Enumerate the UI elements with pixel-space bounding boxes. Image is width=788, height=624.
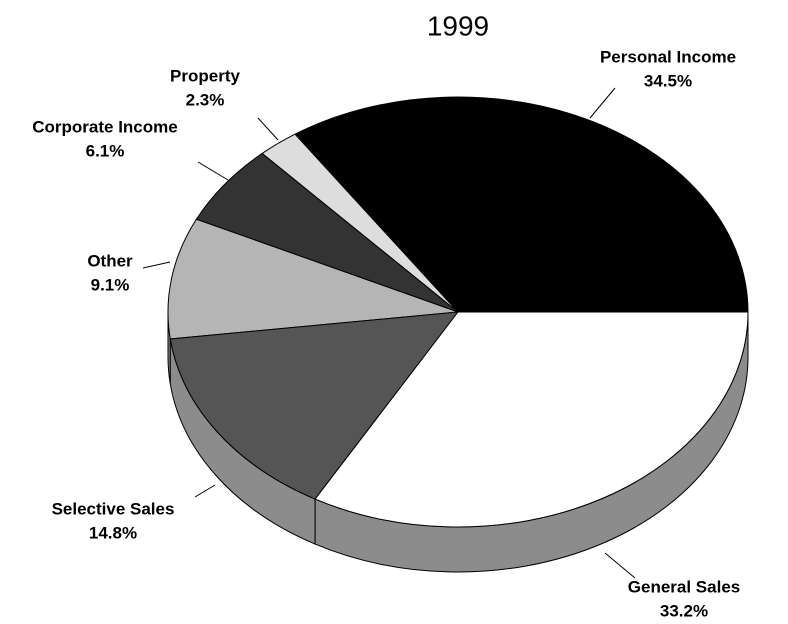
leader-line (197, 161, 229, 181)
slice-value-label: 14.8% (89, 523, 137, 542)
slice-value-label: 33.2% (660, 601, 708, 620)
slice-value-label: 34.5% (644, 71, 692, 90)
leader-line (194, 484, 216, 498)
chart-title: 1999 (427, 10, 489, 41)
slice-label: General Sales (628, 577, 740, 596)
slice-value-label: 2.3% (186, 90, 225, 109)
slice-value-label: 6.1% (86, 141, 125, 160)
slice-label: Property (170, 66, 240, 85)
leader-line (589, 87, 616, 119)
slice-label: Corporate Income (32, 117, 177, 136)
slice-value-label: 9.1% (91, 275, 130, 294)
slice-label: Personal Income (600, 47, 736, 66)
leader-line (604, 552, 636, 579)
pie-slice (314, 311, 749, 528)
slice-label: Selective Sales (52, 499, 175, 518)
pie-slice (294, 96, 749, 313)
leader-line (142, 261, 171, 269)
pie-slice (169, 311, 460, 500)
pie-slice (167, 218, 459, 340)
leader-line (257, 117, 279, 141)
slice-label: Other (87, 251, 133, 270)
